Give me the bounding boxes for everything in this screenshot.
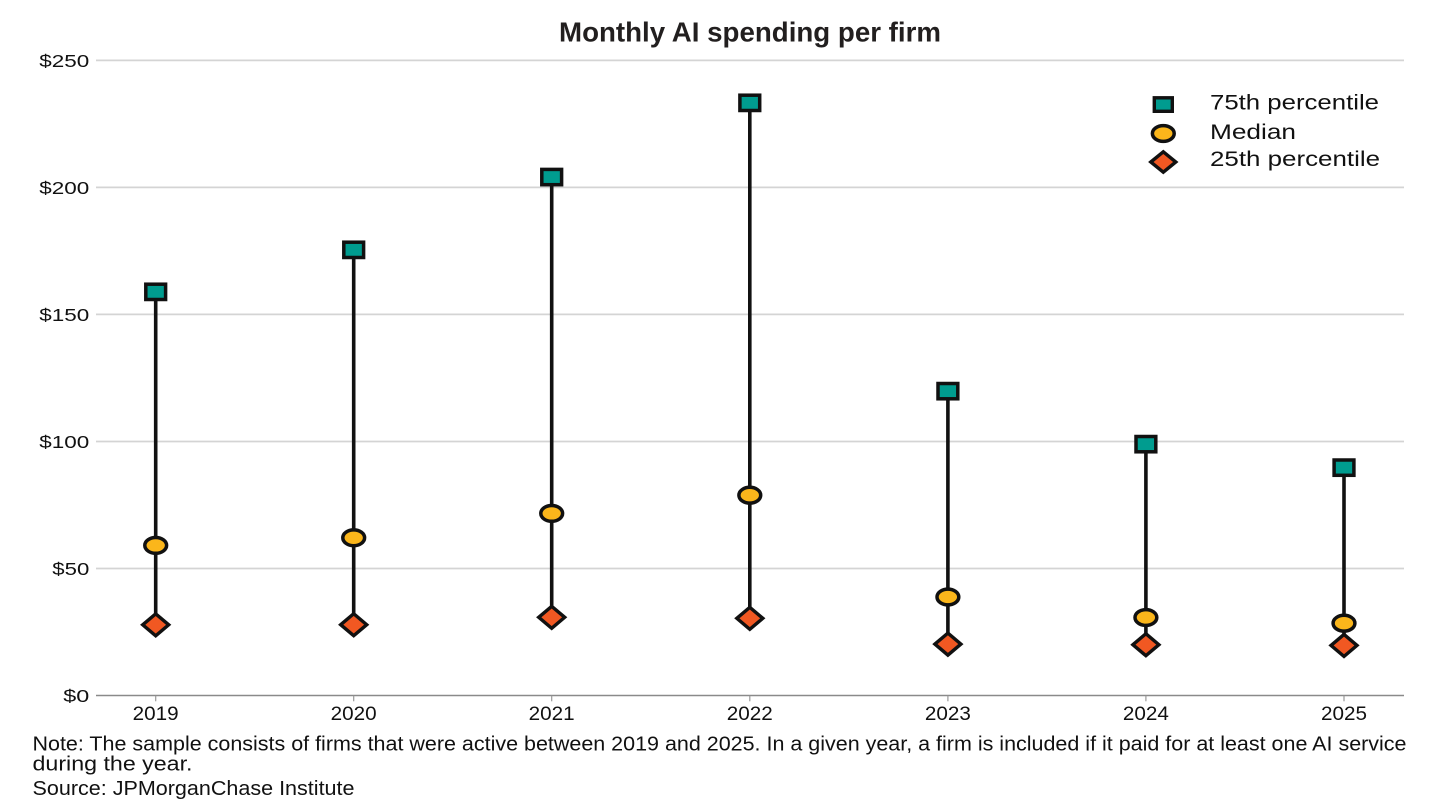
svg-text:Median: Median bbox=[1210, 121, 1296, 144]
svg-text:2025: 2025 bbox=[1321, 703, 1367, 725]
svg-text:75th percentile: 75th percentile bbox=[1210, 92, 1379, 115]
svg-text:$250: $250 bbox=[39, 51, 89, 71]
svg-text:$50: $50 bbox=[52, 559, 89, 579]
svg-text:2020: 2020 bbox=[331, 703, 377, 725]
svg-text:$100: $100 bbox=[39, 432, 89, 452]
svg-text:$150: $150 bbox=[39, 305, 89, 325]
svg-text:2021: 2021 bbox=[529, 703, 575, 725]
svg-text:25th percentile: 25th percentile bbox=[1210, 148, 1380, 171]
svg-text:Source: JPMorganChase Institut: Source: JPMorganChase Institute bbox=[33, 778, 355, 800]
svg-text:2022: 2022 bbox=[727, 703, 773, 725]
svg-text:during the year.: during the year. bbox=[33, 753, 193, 775]
svg-text:2023: 2023 bbox=[925, 703, 971, 725]
svg-text:2024: 2024 bbox=[1123, 703, 1169, 725]
svg-text:2019: 2019 bbox=[133, 703, 179, 725]
svg-text:$200: $200 bbox=[39, 178, 89, 198]
svg-text:$0: $0 bbox=[63, 686, 89, 706]
svg-text:Note: The sample consists of f: Note: The sample consists of firms that … bbox=[33, 734, 1407, 756]
svg-text:Monthly AI spending per firm: Monthly AI spending per firm bbox=[559, 17, 941, 48]
